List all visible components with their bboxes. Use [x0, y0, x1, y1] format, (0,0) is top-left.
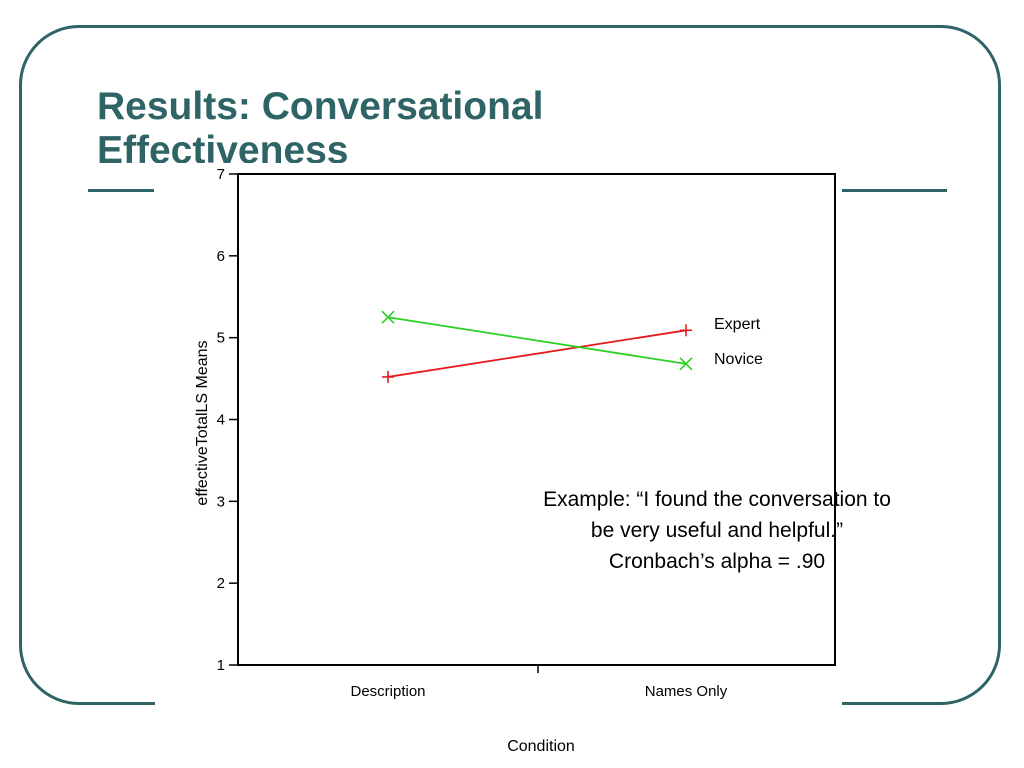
y-tick-label: 7 [217, 166, 225, 183]
marker-stroke [381, 310, 395, 324]
line-chart: 1 2 3 4 5 6 7 Description Names Only Expert Novi… [194, 166, 836, 755]
y-tick-label: 3 [217, 493, 225, 510]
plus-marker [382, 370, 394, 383]
legend-label: Novice [714, 351, 763, 368]
x-marker [679, 357, 693, 371]
annotation-text: Example: “I found the conversation to be… [497, 484, 937, 577]
y-axis-ticks: 1 2 3 4 5 6 7 [217, 166, 238, 674]
annotation-line: Example: “I found the conversation to [543, 488, 891, 511]
series-line [387, 329, 687, 378]
plot-area-frame [237, 173, 836, 666]
chart-panel: 1 2 3 4 5 6 7 Description Names Only Expert Novi… [155, 163, 842, 768]
annotation-line: Cronbach’s alpha = .90 [608, 550, 826, 573]
x-axis-title: Condition [507, 738, 575, 755]
title-rule-left [88, 189, 154, 192]
x-axis-ticks: Description Names Only [350, 665, 728, 700]
series-layer [381, 310, 693, 383]
y-axis-title: effectiveTotalLS Means [194, 340, 211, 505]
y-tick-label: 4 [217, 412, 225, 429]
x-tick-label: Description [350, 683, 425, 700]
x-marker [381, 310, 395, 324]
y-tick-label: 5 [217, 330, 225, 347]
y-tick-label: 2 [217, 575, 225, 592]
annotation-line: be very useful and helpful.” [590, 519, 844, 542]
marker-stroke [679, 357, 693, 371]
y-tick-label: 6 [217, 248, 225, 265]
y-tick-label: 1 [217, 657, 225, 674]
legend-layer: Expert Novice [714, 316, 763, 368]
series-line [387, 316, 687, 365]
slide-title: Results: Conversational Effectiveness [97, 85, 544, 172]
legend-label: Expert [714, 316, 761, 333]
title-rule-right [842, 189, 947, 192]
plus-marker [680, 324, 692, 337]
x-tick-label: Names Only [645, 683, 728, 700]
